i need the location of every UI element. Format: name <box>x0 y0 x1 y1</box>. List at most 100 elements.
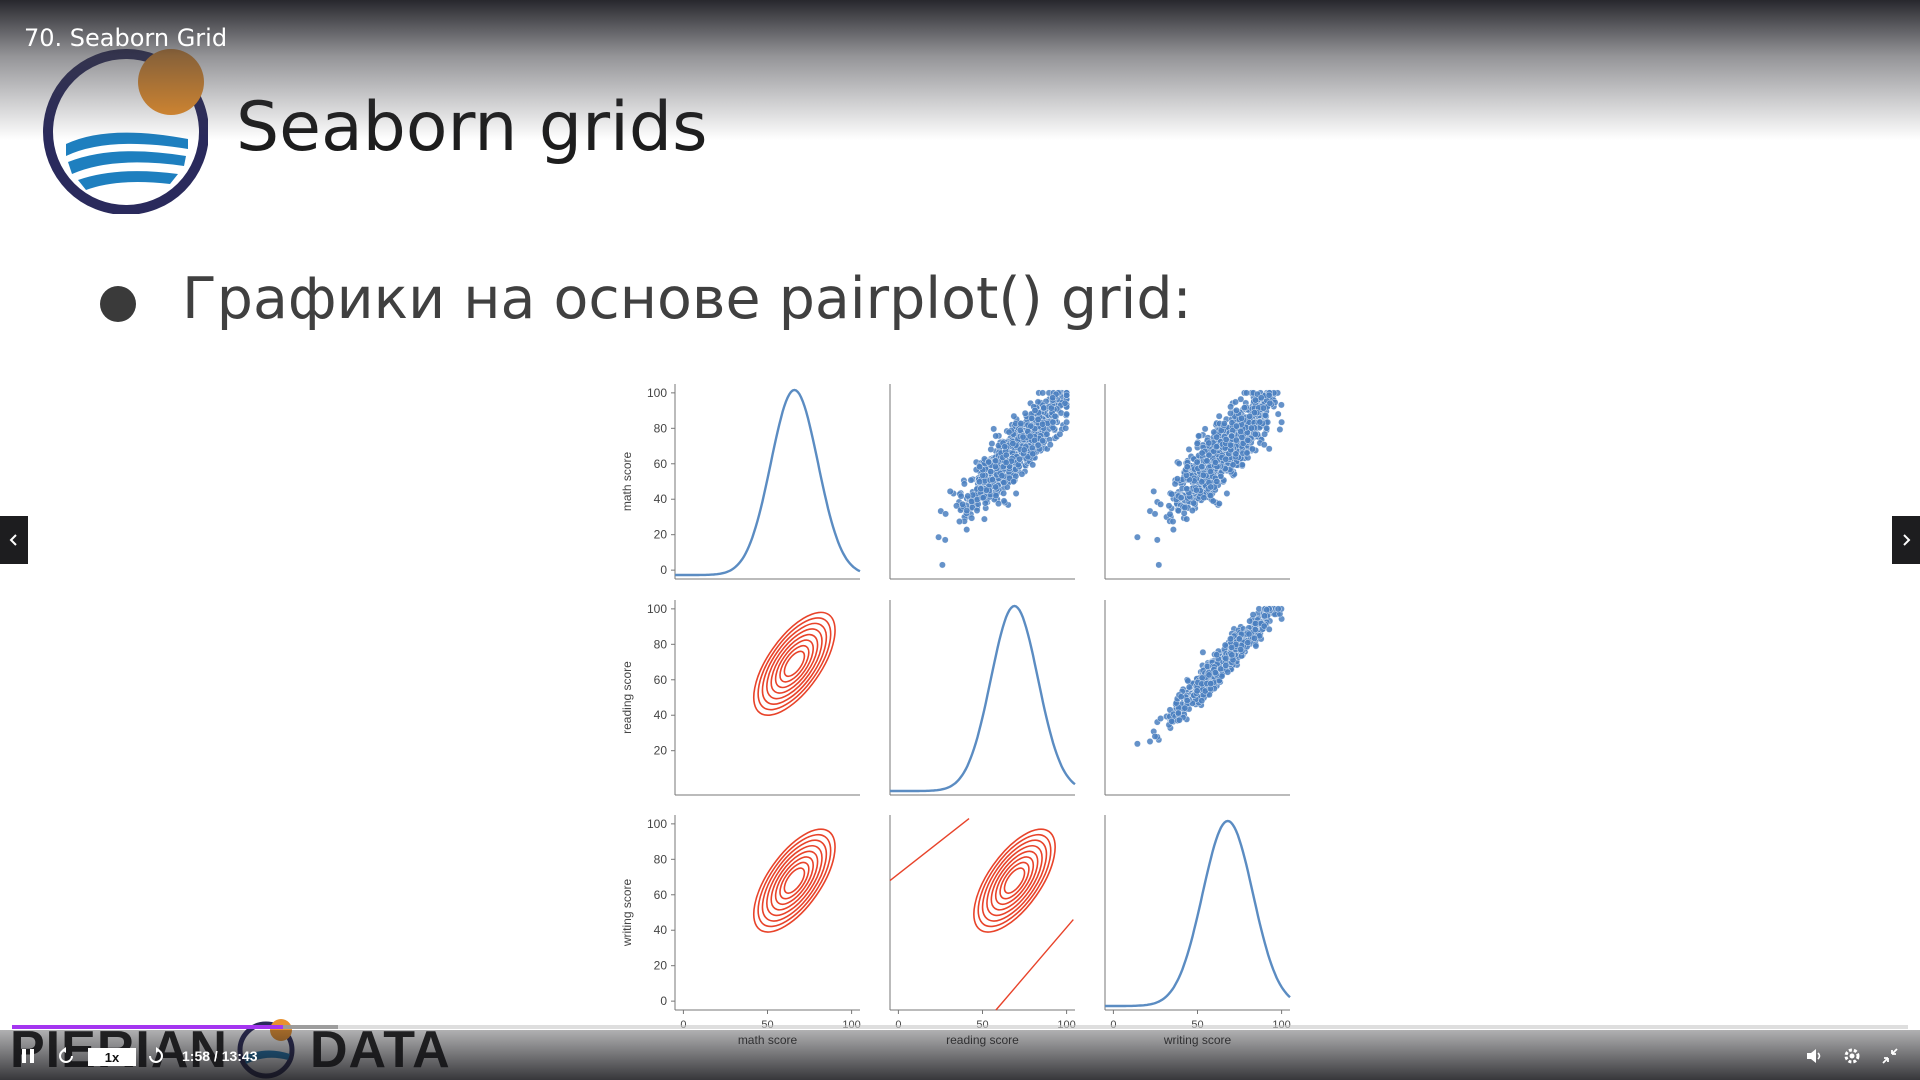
scatter-point <box>941 536 949 544</box>
scatter-point <box>1205 439 1213 447</box>
scatter-point <box>1028 414 1035 422</box>
scatter-point <box>1257 394 1265 402</box>
scatter-point <box>1005 428 1013 436</box>
scatter-point <box>1195 432 1202 440</box>
settings-button[interactable] <box>1842 1046 1862 1066</box>
scatter-point <box>1175 507 1182 515</box>
scatter-point <box>1274 605 1282 613</box>
pause-icon <box>22 1049 34 1063</box>
scatter-point <box>1193 687 1201 695</box>
scatter-point <box>1238 434 1246 441</box>
y-tick-label: 40 <box>654 492 668 506</box>
scatter-point <box>1260 404 1267 412</box>
scatter-point <box>1200 494 1208 502</box>
scatter-point <box>1251 634 1258 642</box>
rewind-icon <box>59 1047 73 1063</box>
scatter-point <box>1057 409 1065 417</box>
scatter-point <box>1263 424 1271 432</box>
scatter-point <box>995 500 1002 508</box>
scatter-point <box>1278 418 1285 426</box>
scatter-point <box>1049 424 1057 432</box>
scatter-point <box>1221 641 1229 649</box>
scatter-point <box>1198 674 1206 682</box>
scatter-point <box>980 515 988 523</box>
scatter-point <box>1228 651 1236 659</box>
scatter-point <box>1063 418 1070 426</box>
scatter-point <box>957 492 965 500</box>
scatter-point <box>942 510 949 518</box>
scatter-point <box>1134 740 1141 748</box>
scatter-point <box>976 478 983 486</box>
scatter-point <box>1245 630 1253 638</box>
y-tick-label: 60 <box>654 673 668 687</box>
y-tick-label: 100 <box>647 386 667 400</box>
progress-bar[interactable] <box>12 1025 1908 1029</box>
kde-contour <box>973 828 1056 933</box>
previous-lecture-button[interactable] <box>0 516 28 564</box>
exit-fullscreen-button[interactable] <box>1880 1046 1900 1066</box>
scatter-point <box>1227 403 1234 411</box>
scatter-point <box>1215 412 1223 420</box>
scatter-point <box>1189 507 1196 514</box>
scatter-point <box>1246 617 1254 625</box>
scatter-point <box>985 458 993 466</box>
scatter-point <box>1265 391 1273 399</box>
scatter-point <box>1169 518 1177 525</box>
rewind-button[interactable] <box>56 1046 76 1066</box>
scatter-point <box>1183 485 1190 493</box>
scatter-point <box>1261 430 1268 438</box>
scatter-point <box>1020 446 1028 454</box>
scatter-point <box>1001 443 1009 451</box>
gear-icon <box>1844 1048 1860 1064</box>
scatter-point <box>956 518 963 525</box>
scatter-point <box>1260 441 1268 449</box>
scatter-point <box>1157 500 1164 508</box>
scatter-point <box>1175 460 1183 467</box>
y-tick-label: 40 <box>654 923 668 937</box>
y-axis-label: writing score <box>620 879 634 948</box>
kde-contour-edge <box>995 919 1074 1011</box>
volume-button[interactable] <box>1804 1046 1824 1066</box>
scatter-point <box>1249 445 1256 453</box>
scatter-point <box>1134 533 1141 541</box>
y-tick-label: 20 <box>654 528 668 542</box>
scatter-point <box>1263 606 1271 614</box>
pierian-logo <box>43 49 208 214</box>
scatter-point <box>1009 440 1017 447</box>
next-lecture-button[interactable] <box>1892 516 1920 564</box>
scatter-point <box>1251 430 1259 438</box>
scatter-point <box>1063 391 1070 399</box>
scatter-point <box>1207 492 1214 500</box>
scatter-point <box>1034 441 1042 449</box>
scatter-point <box>1232 450 1240 458</box>
scatter-point <box>1039 389 1047 397</box>
scatter-point <box>1155 561 1163 569</box>
scatter-point <box>1227 441 1234 449</box>
scatter-point <box>1043 430 1051 438</box>
scatter-point <box>1243 389 1250 397</box>
scatter-point <box>1228 432 1236 440</box>
scatter-point <box>1146 738 1154 745</box>
playback-speed-button[interactable]: 1x <box>88 1048 136 1066</box>
scatter-point <box>1031 407 1039 414</box>
scatter-point <box>1260 622 1268 630</box>
y-tick-label: 60 <box>654 888 668 902</box>
player-control-bar <box>0 1030 1920 1080</box>
scatter-point <box>1246 412 1254 420</box>
y-tick-label: 20 <box>654 744 668 758</box>
scatter-point <box>1222 436 1230 443</box>
bullet-dot <box>100 286 136 322</box>
y-axis-label: reading score <box>620 661 634 734</box>
scatter-point <box>1213 651 1221 659</box>
scatter-point <box>1252 620 1259 627</box>
forward-button[interactable] <box>146 1046 166 1066</box>
scatter-point <box>1185 683 1193 691</box>
scatter-point <box>1261 612 1268 620</box>
scatter-point <box>1235 635 1243 643</box>
scatter-point <box>1174 709 1182 717</box>
scatter-point <box>976 463 984 471</box>
scatter-point <box>1256 418 1264 426</box>
pause-button[interactable] <box>18 1046 38 1066</box>
scatter-point <box>1213 478 1221 485</box>
y-tick-label: 0 <box>660 994 667 1008</box>
